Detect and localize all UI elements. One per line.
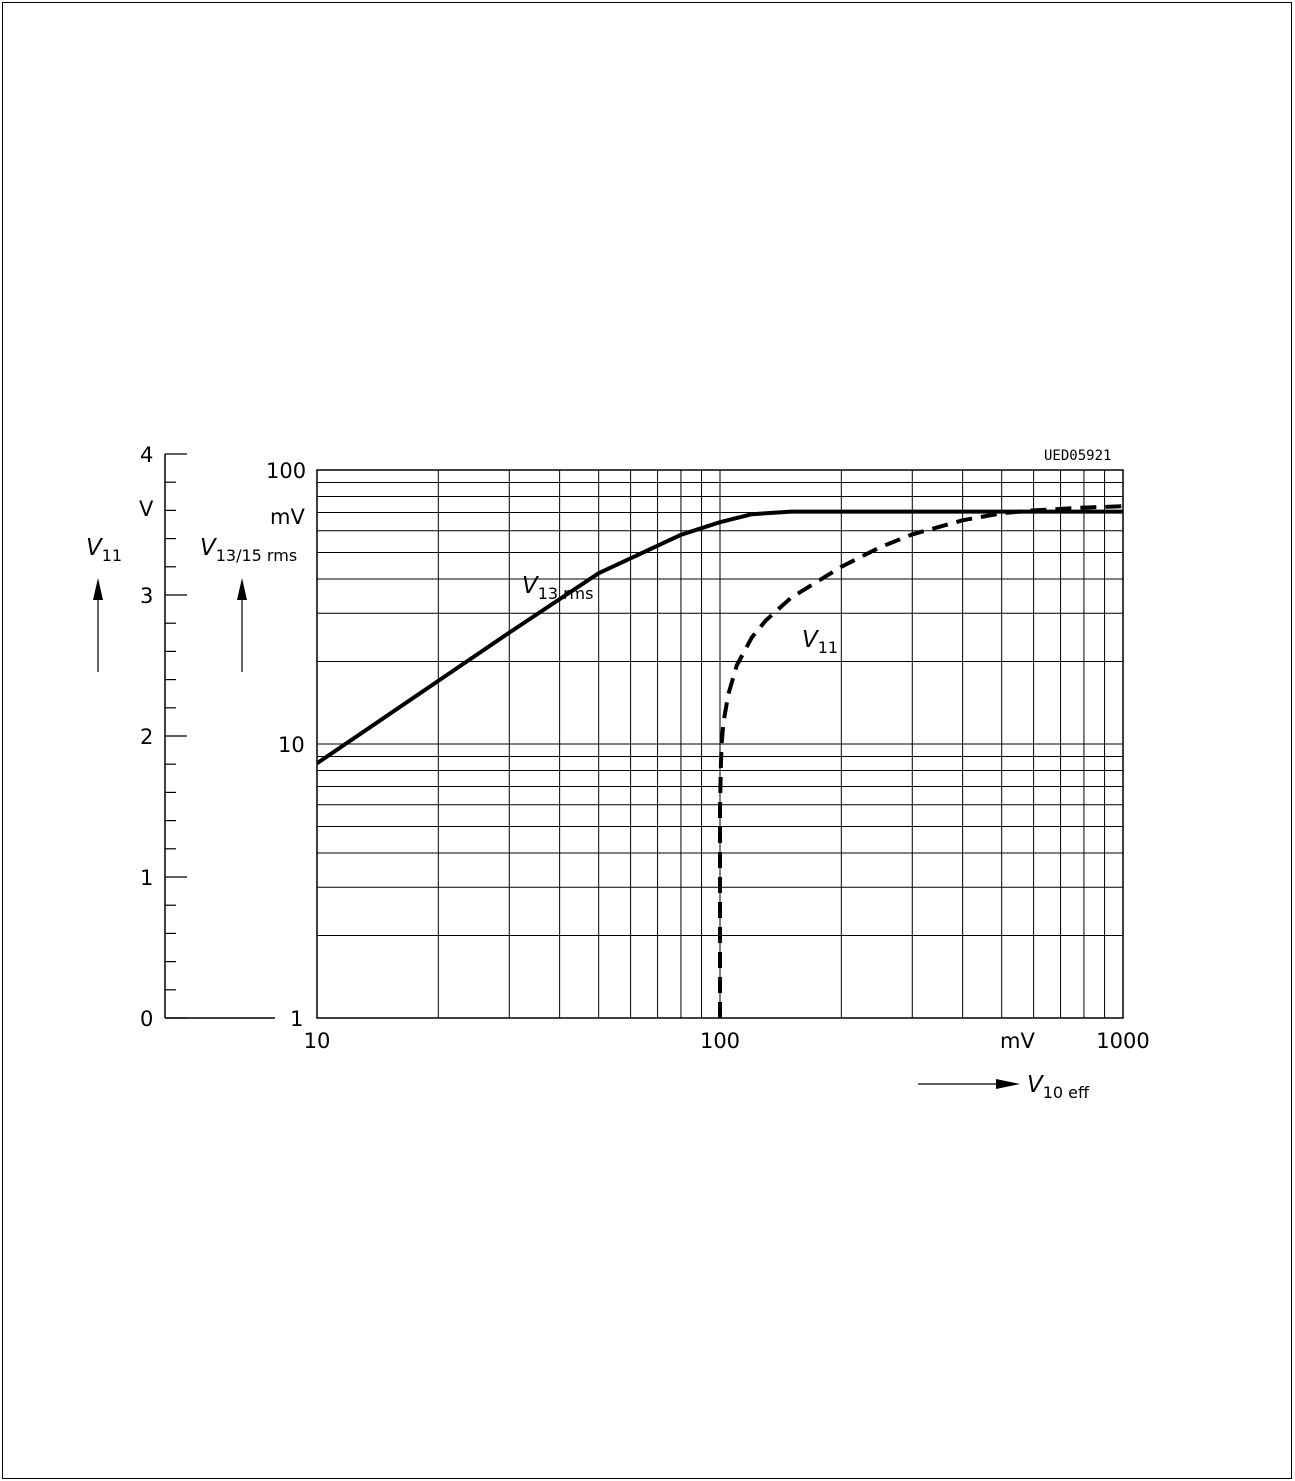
right-axis-title: V13/15 rms bbox=[200, 535, 297, 565]
figure-code: UED05921 bbox=[1044, 448, 1111, 464]
text-layer: UED05921 V11 V13/15 rms V mV mV 0 1 2 3 … bbox=[86, 443, 1150, 1102]
left-tick-label-4: 4 bbox=[140, 443, 153, 467]
x-axis-arrow-head bbox=[996, 1079, 1020, 1089]
left-tick-label-2: 2 bbox=[140, 725, 153, 749]
x-tick-label-10: 10 bbox=[304, 1029, 331, 1053]
x-axis-title: V10 eff bbox=[1027, 1072, 1090, 1102]
x-tick-label-100: 100 bbox=[700, 1029, 740, 1053]
left-tick-label-3: 3 bbox=[140, 584, 153, 608]
right-axis-arrow-head bbox=[237, 578, 247, 600]
series-layer bbox=[315, 504, 1124, 1018]
right-axis-unit: mV bbox=[270, 505, 305, 529]
left-axis bbox=[164, 453, 275, 1019]
left-tick-label-1: 1 bbox=[140, 866, 153, 890]
left-tick-label-0: 0 bbox=[140, 1007, 153, 1031]
x-axis-unit: mV bbox=[1000, 1029, 1035, 1053]
series-label-v11: V11 bbox=[802, 627, 838, 657]
right-tick-label-100: 100 bbox=[266, 459, 306, 483]
series-line-0 bbox=[315, 509, 1123, 765]
right-tick-label-1: 1 bbox=[290, 1007, 303, 1031]
right-tick-label-10: 10 bbox=[278, 733, 305, 757]
axis-arrows bbox=[93, 578, 1020, 1089]
series-label-v13rms: V13 rms bbox=[522, 573, 593, 603]
x-tick-label-1000: 1000 bbox=[1096, 1029, 1149, 1053]
series-line-1 bbox=[718, 504, 1124, 1018]
left-axis-unit: V bbox=[139, 497, 154, 521]
left-axis-arrow-head bbox=[93, 578, 103, 600]
left-axis-title: V11 bbox=[86, 535, 122, 565]
